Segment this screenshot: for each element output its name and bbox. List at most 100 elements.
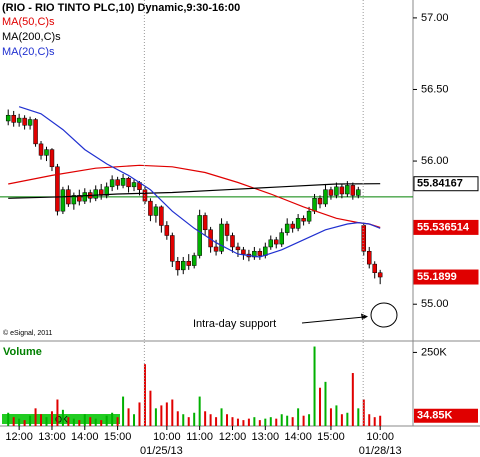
candle-body (202, 215, 208, 231)
candle-body (328, 189, 334, 196)
candle-body (301, 218, 306, 222)
candle-body (224, 223, 230, 236)
volume-bar (264, 418, 267, 426)
volume-bar (94, 418, 97, 426)
volume-bar (149, 390, 152, 426)
volume-bar (242, 420, 245, 426)
candle-body (131, 182, 137, 188)
candle-body (377, 272, 383, 278)
candle-body (49, 149, 55, 168)
volume-bar (302, 415, 305, 426)
value-label: 55.536514 (417, 221, 470, 233)
x-tick-label: 14:00 (71, 431, 99, 443)
candle-body (361, 225, 367, 252)
candle-body (142, 189, 148, 202)
volume-bar (379, 415, 382, 426)
value-label: 55.1899 (417, 271, 457, 283)
x-tick-label: 15:00 (317, 431, 345, 443)
volume-bar (357, 408, 360, 426)
value-box (414, 408, 478, 423)
candle-body (356, 189, 361, 196)
moving-average (18, 106, 381, 258)
volume-bar (187, 417, 190, 426)
volume-bar (220, 408, 223, 426)
y-tick-label: 56.50 (421, 83, 449, 95)
candle-body (71, 195, 77, 205)
volume-bar (176, 411, 179, 426)
volume-bar (72, 418, 75, 426)
moving-average (8, 183, 381, 199)
volume-bar (362, 399, 365, 426)
candle-body (257, 250, 263, 256)
candle-body (55, 166, 60, 212)
volume-bar (105, 415, 108, 426)
legend-entry: MA(20,C)s (2, 46, 55, 58)
candle-body (334, 186, 339, 196)
x-tick-label: 11:00 (186, 431, 213, 443)
volume-bar (56, 399, 59, 426)
candle-body (11, 114, 16, 123)
support-circle (370, 302, 398, 328)
candle-body (126, 177, 131, 188)
candle-body (372, 263, 377, 273)
candle-body (350, 185, 356, 196)
volume-bar (89, 417, 92, 426)
legend-entry: MA(200,C)s (2, 31, 61, 43)
candle-body (164, 225, 170, 236)
volume-bar (319, 387, 322, 426)
candle-body (115, 179, 120, 186)
volume-bar (346, 412, 349, 426)
volume-bar (231, 417, 234, 426)
annotation: Intra-day support (193, 318, 276, 330)
x-tick-label: 13:00 (252, 431, 280, 443)
y-tick-label: 56.00 (421, 155, 449, 167)
x-tick-label: 12:00 (5, 431, 33, 443)
candle-body (60, 189, 66, 212)
candle-body (153, 206, 159, 216)
candle-body (306, 210, 312, 222)
candle-body (317, 198, 323, 205)
volume-bar (171, 399, 174, 426)
volume-bar (61, 409, 64, 426)
volume-bar (215, 417, 218, 426)
volume-bar (29, 415, 32, 426)
volume-bar (160, 405, 163, 426)
volume-bar (116, 417, 119, 426)
volume-bar (67, 417, 70, 426)
volume-bar (182, 414, 185, 426)
volume-bar (133, 414, 136, 426)
volume-bar (247, 418, 250, 426)
volume-bar (165, 402, 168, 426)
y-tick-label: 55.00 (421, 298, 449, 310)
x-tick-label: 14:00 (284, 431, 312, 443)
date-label: 01/25/13 (140, 445, 183, 457)
volume-bar (34, 408, 37, 426)
candle-body (38, 143, 44, 156)
candle-body (5, 114, 11, 122)
candle-body (197, 215, 202, 256)
volume-bar (286, 415, 289, 426)
x-tick-label: 15:00 (104, 431, 132, 443)
value-label: 55.84167 (417, 178, 463, 190)
y-tick-label: 250K (421, 346, 447, 358)
candle-body (273, 239, 279, 245)
volume-bar (127, 408, 130, 426)
candle-body (230, 235, 235, 248)
volume-bar (138, 402, 141, 426)
status-bar (2, 414, 120, 424)
candle-body (170, 235, 175, 262)
value-box (413, 176, 479, 192)
chart-title: (RIO - RIO TINTO PLC,10) Dynamic,9:30-16… (2, 2, 240, 14)
volume-bar (154, 408, 157, 426)
candle-body (109, 179, 115, 188)
volume-bar (198, 396, 201, 426)
volume-bar (23, 420, 26, 426)
candle-body (213, 246, 219, 252)
volume-bar (335, 405, 338, 426)
candle-body (295, 218, 301, 229)
candle-body (186, 261, 191, 266)
arrow (301, 316, 365, 324)
candle-body (159, 206, 164, 226)
